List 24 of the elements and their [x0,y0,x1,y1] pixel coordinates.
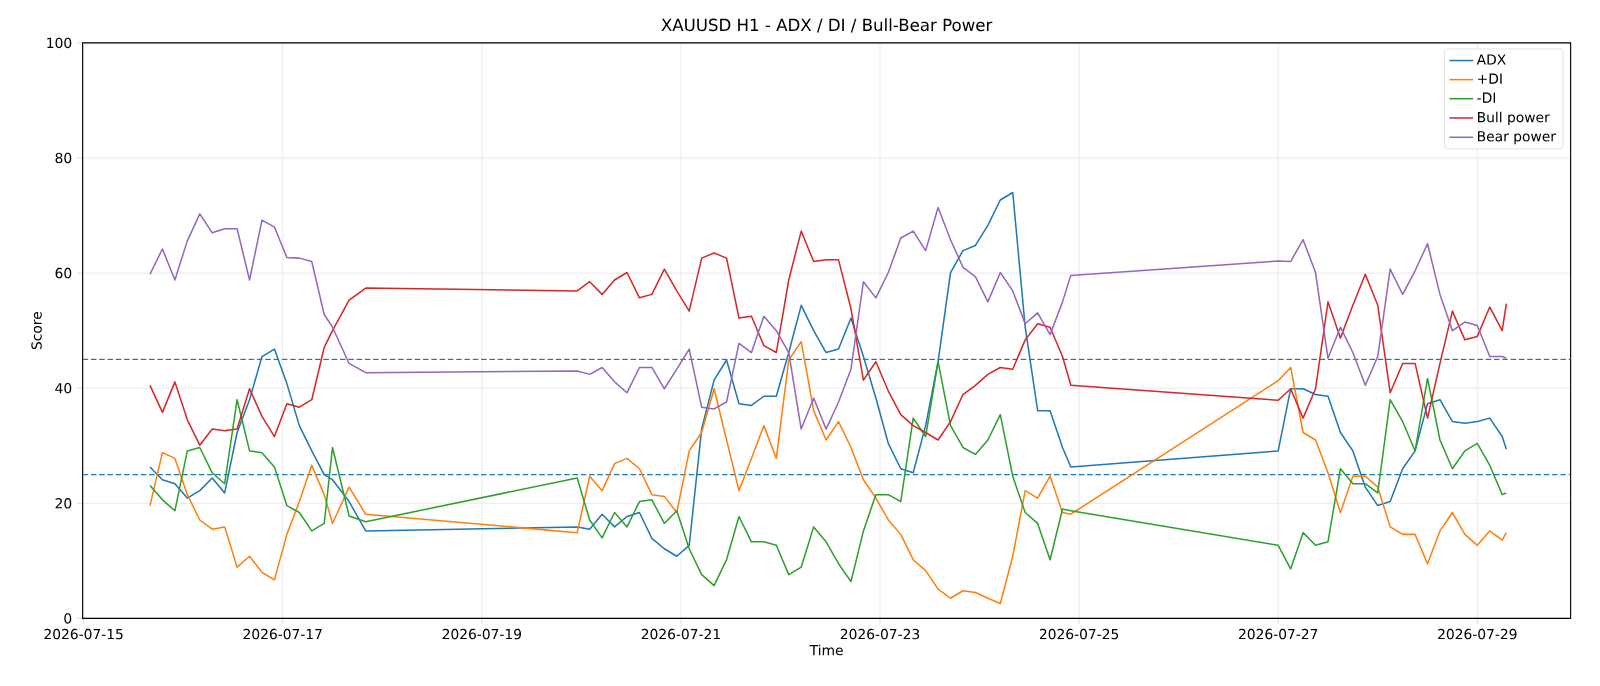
y-axis-title: Score [31,311,42,350]
x-tick-label: 2026-07-25 [1039,628,1119,640]
y-tick-label: 100 [47,37,72,49]
line-series [149,230,1508,446]
legend-label: Bear power [1478,131,1556,145]
x-axis-title: Time [809,644,843,656]
legend-label: -DI [1477,92,1496,103]
x-tick-label: 2026-07-23 [840,628,920,640]
y-tick-label: 80 [55,152,72,164]
legend-label: ADX [1476,54,1506,65]
y-tick-label: 20 [55,498,72,509]
chart-title: XAUUSD H1 - ADX / DI / Bull-Bear Power [661,18,993,33]
x-tick-label: 2026-07-21 [641,628,720,640]
y-tick-label: 60 [55,267,72,279]
x-tick-label: 2026-07-29 [1438,628,1517,640]
y-tick-label: 40 [55,382,72,394]
x-tick-label: 2026-07-17 [243,628,322,640]
x-tick-label: 2026-07-27 [1239,628,1318,640]
x-tick-label: 2026-07-19 [442,628,522,640]
y-tick-label: 0 [64,613,72,624]
legend-label: Bull power [1478,111,1550,126]
line-series [149,206,1508,430]
legend-label: +DI [1478,73,1502,84]
x-tick-label: 2026-07-15 [44,628,123,640]
